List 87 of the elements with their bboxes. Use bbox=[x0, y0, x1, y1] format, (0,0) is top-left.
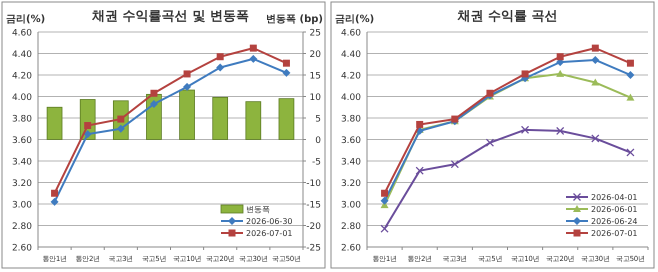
point bbox=[450, 160, 459, 168]
point bbox=[522, 70, 529, 78]
point bbox=[591, 134, 600, 143]
legend-label: 2026-06-30 bbox=[246, 217, 292, 226]
legend-label: 2026-04-01 bbox=[591, 193, 638, 202]
y-tick-label: 4.40 bbox=[340, 50, 362, 60]
legend-label: 2026-07-01 bbox=[246, 229, 292, 238]
bar bbox=[278, 98, 294, 140]
point bbox=[626, 94, 634, 101]
point bbox=[183, 82, 192, 91]
bar bbox=[245, 101, 262, 140]
legend-label: 변동폭 bbox=[246, 205, 270, 214]
y2-axis-title: 변동폭 (bp) bbox=[266, 14, 323, 25]
point bbox=[150, 100, 158, 108]
point bbox=[556, 70, 564, 77]
y-axis-title: 금리(%) bbox=[6, 14, 46, 25]
y2-tick-label: 0 bbox=[315, 136, 322, 146]
y-tick-label: 4.00 bbox=[12, 93, 32, 103]
y2-tick-label: 10 bbox=[310, 93, 322, 103]
point bbox=[150, 90, 158, 97]
point bbox=[626, 71, 634, 79]
y2-tick-label: 15 bbox=[310, 72, 321, 82]
y-tick-label: 4.20 bbox=[340, 72, 362, 82]
y2-tick-label: -5 bbox=[312, 158, 321, 168]
y-tick-label: 3.40 bbox=[12, 158, 32, 168]
point bbox=[416, 120, 424, 128]
point bbox=[556, 126, 564, 136]
point bbox=[216, 63, 224, 72]
chart-title: 채권 수익률 곡선 bbox=[456, 9, 558, 24]
y2-tick-label: -20 bbox=[306, 222, 322, 232]
point bbox=[250, 44, 257, 52]
legend-label: 2026-07-01 bbox=[591, 229, 638, 238]
y2-tick-label: -10 bbox=[306, 179, 322, 189]
point bbox=[282, 60, 290, 67]
point bbox=[591, 56, 600, 64]
y2-tick-label: 25 bbox=[310, 28, 321, 38]
chart-title: 채권 수익률곡선 및 변동폭 bbox=[91, 9, 249, 24]
bar bbox=[212, 96, 228, 140]
point bbox=[116, 124, 125, 133]
point bbox=[84, 130, 92, 138]
y-tick-label: 4.60 bbox=[340, 28, 362, 38]
point bbox=[84, 122, 92, 130]
y-tick-label: 2.80 bbox=[12, 222, 32, 232]
point bbox=[520, 126, 530, 134]
bar bbox=[46, 106, 62, 140]
point bbox=[591, 78, 600, 86]
y2-tick-label: -15 bbox=[306, 200, 321, 210]
point bbox=[486, 138, 494, 147]
point bbox=[216, 53, 224, 60]
y-tick-label: 4.00 bbox=[340, 93, 362, 103]
y-tick-label: 2.80 bbox=[340, 222, 362, 232]
point bbox=[184, 70, 191, 78]
point bbox=[51, 190, 58, 197]
y-tick-label: 3.00 bbox=[340, 200, 362, 210]
y-tick-label: 3.60 bbox=[12, 136, 32, 146]
y-tick-label: 4.40 bbox=[12, 50, 32, 60]
y-tick-label: 3.80 bbox=[12, 114, 32, 124]
point bbox=[486, 90, 494, 97]
point bbox=[282, 68, 290, 77]
y-tick-label: 3.00 bbox=[12, 200, 32, 210]
y-tick-label: 3.40 bbox=[340, 158, 362, 168]
point bbox=[380, 196, 389, 205]
point bbox=[626, 60, 634, 67]
y2-tick-label: 5 bbox=[315, 114, 321, 124]
point bbox=[380, 224, 389, 233]
y-axis-title: 금리(%) bbox=[335, 14, 374, 25]
point bbox=[117, 116, 124, 123]
point bbox=[592, 44, 599, 52]
y-tick-label: 3.80 bbox=[340, 114, 362, 124]
point bbox=[416, 166, 424, 175]
legend-label: 2026-06-01 bbox=[591, 205, 638, 214]
y2-tick-label: 20 bbox=[310, 50, 322, 60]
point bbox=[626, 148, 635, 157]
y-tick-label: 2.60 bbox=[12, 244, 32, 254]
y-tick-label: 3.20 bbox=[340, 179, 362, 189]
y-tick-label: 4.60 bbox=[12, 28, 32, 38]
bar bbox=[179, 90, 195, 140]
y-tick-label: 3.20 bbox=[12, 179, 32, 189]
legend-label: 2026-06-24 bbox=[591, 217, 638, 226]
point bbox=[249, 54, 258, 63]
point bbox=[381, 190, 388, 197]
y-tick-label: 3.60 bbox=[340, 136, 362, 146]
y-tick-label: 4.20 bbox=[12, 72, 32, 82]
y2-tick-label: -25 bbox=[306, 244, 321, 254]
y-tick-label: 2.60 bbox=[340, 244, 362, 254]
point bbox=[50, 198, 59, 206]
point bbox=[556, 53, 564, 60]
